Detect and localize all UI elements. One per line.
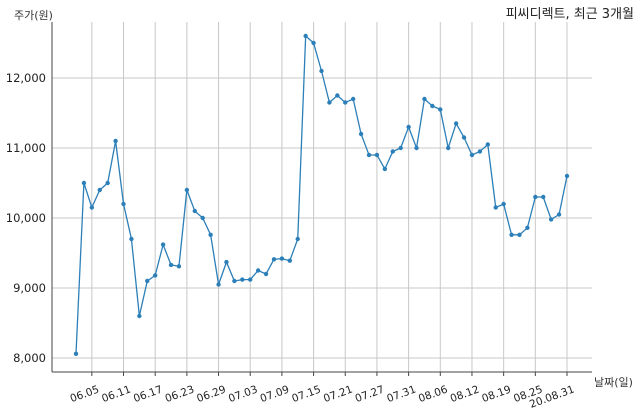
data-point (469, 152, 475, 158)
data-point (73, 351, 79, 356)
chart-title: 피씨디렉트, 최근 3개월 (506, 7, 634, 22)
data-point (485, 142, 491, 147)
data-point (525, 225, 530, 230)
x-tick-label: 06.17 (132, 384, 164, 406)
data-point (105, 180, 110, 186)
data-point (255, 268, 261, 273)
x-tick-label: 08.12 (449, 384, 481, 406)
y-tick-label: 12,000 (6, 71, 46, 85)
data-point (493, 205, 498, 210)
data-point (430, 103, 435, 109)
data-point (295, 236, 300, 242)
data-point (358, 131, 364, 137)
data-point (477, 149, 483, 154)
data-point (89, 205, 95, 210)
x-axis-label: 날짜(일) (594, 375, 633, 389)
data-point (279, 256, 285, 261)
x-tick-label: 06.23 (164, 384, 196, 406)
data-point (350, 96, 356, 102)
data-point (113, 138, 118, 144)
x-tick-label: 07.21 (322, 384, 354, 406)
series-layer (73, 33, 570, 356)
data-point (97, 187, 102, 193)
data-point (311, 40, 316, 46)
x-tick-label: 07.09 (259, 384, 291, 406)
x-tick-label: 06.29 (195, 384, 227, 406)
data-point (548, 217, 554, 222)
data-point (343, 100, 348, 105)
data-point (303, 33, 308, 39)
x-tick-label: 06.11 (100, 384, 132, 406)
x-tick-label: 06.05 (69, 384, 101, 406)
data-point (263, 271, 269, 277)
y-axis-label: 주가(원) (14, 9, 53, 22)
x-tick-label: 08.19 (480, 384, 512, 406)
data-point (192, 208, 197, 214)
data-point (564, 173, 570, 179)
data-point (160, 242, 166, 247)
axis-layer (51, 22, 592, 376)
data-point (366, 152, 372, 158)
data-point (335, 93, 340, 98)
data-point (287, 258, 293, 263)
data-point (382, 166, 388, 172)
data-point (374, 152, 380, 158)
data-point (240, 277, 245, 282)
data-point (438, 107, 443, 112)
y-ticks: 8,000 9,000 10,000 11,000 12,000 (6, 71, 46, 365)
data-point (533, 194, 538, 200)
data-point (541, 194, 546, 200)
x-tick-label: 07.03 (227, 384, 259, 406)
data-point (327, 100, 332, 105)
data-point (121, 201, 126, 207)
data-point (398, 145, 403, 151)
data-point (152, 273, 158, 278)
x-tick-label: 07.27 (354, 384, 386, 406)
data-point (453, 121, 459, 126)
data-point (556, 212, 562, 217)
data-point (446, 145, 451, 151)
data-point (137, 313, 142, 319)
grid-layer (52, 22, 592, 372)
y-tick-label: 8,000 (13, 351, 46, 365)
data-point (414, 145, 419, 151)
data-point (184, 187, 190, 193)
data-point (319, 68, 324, 74)
data-point (406, 124, 411, 130)
data-point (145, 278, 150, 284)
x-tick-label: 08.06 (417, 383, 450, 405)
data-point (461, 135, 467, 140)
data-point (248, 277, 253, 282)
data-point (271, 257, 277, 262)
data-point (168, 262, 174, 268)
data-point (176, 264, 182, 269)
data-point (216, 282, 221, 287)
y-tick-label: 10,000 (6, 211, 46, 225)
data-point (422, 96, 427, 102)
data-point (232, 278, 237, 284)
y-tick-label: 11,000 (6, 141, 46, 155)
x-ticks: 06.05 06.11 06.17 06.23 06.29 07.03 07.09 07.15… (69, 383, 577, 410)
data-point (501, 201, 506, 207)
data-point (208, 232, 213, 237)
data-point (200, 215, 205, 221)
data-point (390, 149, 395, 154)
y-tick-label: 9,000 (13, 281, 46, 295)
data-point (224, 259, 229, 265)
data-point (509, 232, 514, 237)
x-tick-label: 07.31 (385, 384, 417, 406)
data-point (129, 236, 134, 242)
x-tick-label: 07.15 (290, 384, 322, 406)
data-point (517, 232, 522, 237)
price-series-line (75, 34, 568, 354)
data-point (81, 180, 87, 186)
